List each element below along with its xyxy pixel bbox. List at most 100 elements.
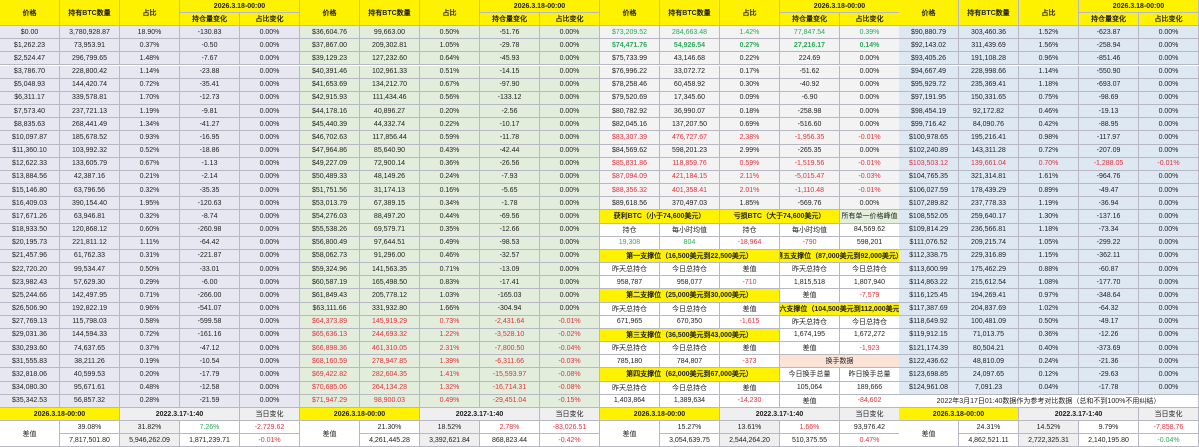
table-row-cell: $84,569.62 [600, 144, 660, 158]
cell: 1,807,940 [840, 276, 900, 290]
table-row-cell: 0.00% [540, 105, 600, 119]
table-row-cell: 0.00% [1139, 210, 1199, 224]
table-row-cell: $121,174.39 [899, 342, 959, 356]
cell-text: $3,786.70 [13, 68, 46, 76]
cell-text: 0.73% [439, 318, 460, 326]
table-row-cell: 178,439.29 [959, 184, 1019, 198]
cell-text: -6,311.66 [494, 357, 525, 365]
table-row-cell: $68,160.59 [300, 355, 360, 369]
cell-text: 958,787 [616, 278, 643, 286]
table-row-cell: 73,953.91 [60, 39, 120, 53]
cell-text: $58,062.73 [311, 252, 348, 260]
cell-text: 0.75% [1038, 94, 1059, 102]
table-row-cell: 0.00% [540, 157, 600, 171]
table-row-cell: 0.28% [120, 394, 180, 408]
table-row-cell: -16.95 [180, 131, 240, 145]
table-row-cell: 0.00% [1139, 184, 1199, 198]
cell-text: $59,324.96 [311, 265, 348, 273]
cell: 每小时均值 [660, 223, 720, 237]
cell-text: $70,685.06 [311, 384, 348, 392]
cell-text: $66,898.36 [311, 344, 348, 352]
cell-text: -47.12 [199, 344, 220, 352]
table-row-cell: $47,964.86 [300, 144, 360, 158]
cell-text: -2,729.62 [254, 423, 285, 431]
table-row-cell: 228,800.42 [60, 65, 120, 79]
table-row-cell: 0.37% [120, 39, 180, 53]
cell-text: 137,207.50 [671, 120, 708, 128]
cell-text: 3,780,928.87 [69, 28, 110, 36]
footer-value: 2,140,195.80 [1079, 434, 1139, 447]
cell-text: -7,858.76 [1153, 423, 1184, 431]
cell-text: 2022.3.17-1:40 [455, 410, 504, 418]
cell-text: 0.00% [1158, 120, 1179, 128]
table-row-cell: 0.96% [120, 302, 180, 316]
table-row-cell: -51.62 [780, 65, 840, 79]
cell-text: 278,947.85 [371, 357, 408, 365]
footer-value: 15.27% [660, 421, 720, 434]
cell-text: -98.53 [499, 239, 520, 247]
cell-text: 259,640.17 [970, 212, 1007, 220]
cell-text: -35.41 [199, 81, 220, 89]
table-row-cell: 0.97% [1019, 289, 1079, 303]
cell-text: 91,296.00 [373, 252, 406, 260]
cell-text: $99,716.42 [910, 120, 947, 128]
table-row-cell: $53,013.79 [300, 197, 360, 211]
table-row-cell: 0.22% [720, 52, 780, 66]
cell-text: 0.24% [439, 173, 460, 181]
cell-text: 0.46% [1038, 107, 1059, 115]
table-row-cell: 0.00% [1139, 263, 1199, 277]
cell-text: $13,884.56 [11, 173, 48, 181]
table-row-cell: $60,587.19 [300, 276, 360, 290]
cell-text: -1,288.05 [1093, 160, 1124, 168]
cell-text: 0.67% [139, 160, 160, 168]
table-row-cell: 237,778.33 [959, 197, 1019, 211]
table-row-cell: 33,072.72 [660, 65, 720, 79]
cell-text: -11.78 [499, 133, 520, 141]
table-row-cell: 0.00% [240, 170, 300, 185]
cell-text: 0.00% [1158, 94, 1179, 102]
cell-text: 1.34% [139, 120, 160, 128]
cell: 189,666 [840, 381, 900, 395]
cell-text: 0.96% [139, 305, 160, 313]
cell-text: -0.08% [558, 370, 581, 378]
cell-text: -299.22 [1096, 239, 1121, 247]
cell-text: $89,618.56 [611, 199, 648, 207]
cell-text: 9.79% [1098, 423, 1119, 431]
cell-text: 2022.3.17-1:40 [155, 410, 204, 418]
footer-date-ref: 2022.3.17-1:40 [420, 408, 540, 421]
cell-text: 昨天总持仓 [612, 345, 647, 353]
cell-text: 268,441.49 [71, 120, 108, 128]
table-row-cell: 0.00% [240, 355, 300, 369]
cell-text: $118,649.92 [909, 318, 948, 326]
cell-text: 175,462.29 [970, 265, 1007, 273]
table-row-cell: 0.21% [120, 170, 180, 185]
cell-text: -35.35 [199, 186, 220, 194]
cell-text: -5,015.47 [794, 173, 825, 181]
cell-text: 2026.3.18-00:00 [932, 410, 985, 418]
footer-value: -0.04% [1139, 434, 1199, 447]
table-row-cell: 0.32% [120, 184, 180, 198]
cell-text: -0.04% [1157, 436, 1180, 444]
table-row-cell: 461,310.05 [360, 342, 420, 356]
cell-text: 2026.3.18-00:00 [513, 2, 566, 10]
table-row-cell: 0.70% [1019, 157, 1079, 171]
cell-text: 0.00% [1158, 28, 1179, 36]
cell-text: 0.00% [559, 212, 580, 220]
table-row-cell: 0.00% [540, 289, 600, 303]
table-row-cell: 0.59% [720, 157, 780, 171]
cell-text: 61,762.33 [73, 252, 106, 260]
table-row-cell: 1.08% [1019, 276, 1079, 290]
table-row-cell: 102,961.33 [360, 65, 420, 79]
cell-text: -21.59 [199, 397, 220, 405]
table-row-cell: 127,232.60 [360, 52, 420, 66]
cell-text: 获利BTC（小于74,600美元） [613, 213, 706, 221]
table-row-cell: 74,637.65 [60, 342, 120, 356]
cell-text: -12.73 [199, 94, 220, 102]
table-row-cell: 0.20% [120, 368, 180, 382]
cell-text: 4,862,521.11 [968, 436, 1009, 444]
cell-text: 7,091.23 [974, 384, 1003, 392]
cell-text: 0.72% [139, 81, 160, 89]
cell-text: 235,369.41 [970, 81, 1007, 89]
cell-text: $45,440.39 [311, 120, 348, 128]
table-row-cell: 215,612.54 [959, 276, 1019, 290]
